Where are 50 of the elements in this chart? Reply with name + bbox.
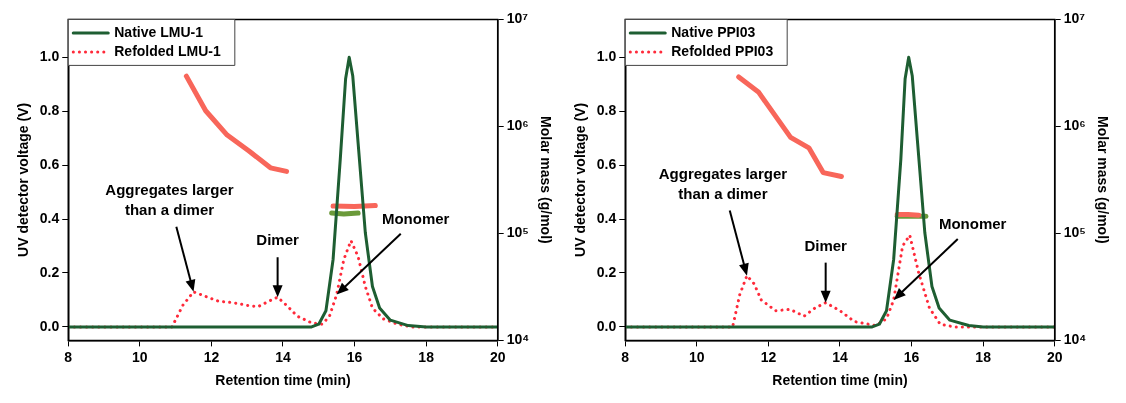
y2-tick-label: 10⁴ xyxy=(1063,331,1087,348)
legend-label: Native LMU-1 xyxy=(114,23,204,40)
y-tick-label: 0.2 xyxy=(39,263,60,280)
x-axis-title: Retention time (min) xyxy=(215,372,351,389)
x-tick-label: 10 xyxy=(132,348,148,365)
y-tick-label: 0.2 xyxy=(596,263,617,280)
y2-tick-label: 10⁵ xyxy=(506,224,529,241)
y-tick-label: 0.8 xyxy=(596,101,617,118)
x-axis-title: Retention time (min) xyxy=(772,372,908,389)
legend-label: Refolded PPI03 xyxy=(671,42,774,59)
y2-tick-label: 10⁵ xyxy=(1063,224,1086,241)
x-tick-label: 20 xyxy=(489,348,506,365)
y-tick-label: 0.4 xyxy=(596,209,617,226)
x-tick-label: 16 xyxy=(346,348,363,365)
legend-label: Refolded LMU-1 xyxy=(114,42,222,59)
annotation: Monomer xyxy=(381,209,450,227)
legend-label: Native PPI03 xyxy=(671,23,756,40)
y-axis-title: UV detector voltage (V) xyxy=(572,102,589,257)
x-tick-label: 12 xyxy=(203,348,220,365)
x-tick-label: 14 xyxy=(275,348,291,365)
x-tick-label: 18 xyxy=(418,348,435,365)
y2-tick-label: 10⁴ xyxy=(506,331,530,348)
x-tick-label: 18 xyxy=(975,348,992,365)
y-tick-label: 0.8 xyxy=(39,101,60,118)
y-axis-title: UV detector voltage (V) xyxy=(15,102,32,257)
y-tick-label: 1.0 xyxy=(39,48,60,65)
x-tick-label: 8 xyxy=(64,348,73,365)
y-tick-label: 1.0 xyxy=(596,48,617,65)
y2-axis-title: Molar mass (g/mol) xyxy=(537,116,554,244)
x-tick-label: 14 xyxy=(832,348,848,365)
annotation: Dimer xyxy=(804,236,848,254)
annotation: Aggregates larger than a dimer xyxy=(105,180,234,218)
annotation: Aggregates larger than a dimer xyxy=(658,164,788,202)
y2-tick-label: 10⁶ xyxy=(506,117,529,134)
y2-tick-label: 10⁶ xyxy=(1063,117,1086,134)
y-tick-label: 0.4 xyxy=(39,209,60,226)
y-tick-label: 0.0 xyxy=(596,317,617,334)
y2-tick-label: 10⁷ xyxy=(506,10,529,27)
y2-tick-label: 10⁷ xyxy=(1063,10,1086,27)
y-tick-label: 0.0 xyxy=(39,317,60,334)
y-tick-label: 0.6 xyxy=(39,155,60,172)
x-tick-label: 20 xyxy=(1046,348,1063,365)
x-tick-label: 8 xyxy=(621,348,630,365)
x-tick-label: 12 xyxy=(760,348,777,365)
annotation: Monomer xyxy=(938,215,1007,233)
y-tick-label: 0.6 xyxy=(596,155,617,172)
x-tick-label: 16 xyxy=(903,348,920,365)
x-tick-label: 10 xyxy=(689,348,705,365)
annotation: Dimer xyxy=(256,231,300,249)
y2-axis-title: Molar mass (g/mol) xyxy=(1094,116,1111,244)
